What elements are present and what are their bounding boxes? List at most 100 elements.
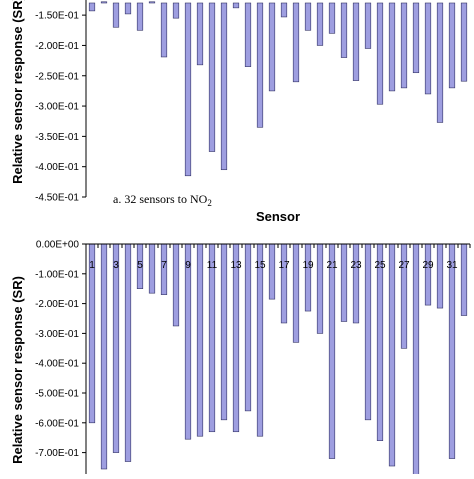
top-bar-sensor-1 (88, 2, 96, 12)
bottom-x-tick-label: 31 (446, 260, 458, 271)
bottom-bar-sensor-20 (316, 243, 324, 334)
top-bar-sensor-2 (100, 1, 108, 4)
bottom-bar-sensor-9 (184, 243, 192, 440)
bottom-bar-sensor-32 (460, 243, 468, 316)
top-bar-sensor-26 (388, 2, 396, 92)
bottom-y-tick-label: -7.00E-01 (35, 448, 79, 459)
bottom-bar-sensor-16 (268, 243, 276, 300)
bottom-bar-sensor-29 (424, 243, 432, 306)
top-bar-sensor-25 (376, 2, 384, 105)
top-bar-sensor-3 (112, 2, 120, 28)
bottom-bar-sensor-6 (148, 243, 156, 294)
top-chart-caption: a. 32 sensors to NO2 (113, 192, 212, 208)
bottom-bar-sensor-18 (292, 243, 300, 343)
bottom-bar-sensor-23 (352, 243, 360, 324)
top-bar-sensor-12 (220, 2, 228, 171)
top-y-tick-label: -1.50E-01 (35, 11, 79, 22)
bottom-y-axis-label: Relative sensor response (SR) (10, 276, 25, 464)
bottom-bar-sensor-3 (112, 243, 120, 453)
bottom-x-tick-label: 27 (398, 260, 410, 271)
bottom-bar-sensor-21 (328, 243, 336, 459)
top-y-tick-label: -4.50E-01 (35, 193, 79, 204)
bottom-x-tick-label: 17 (278, 260, 290, 271)
top-bar-sensor-5 (136, 2, 144, 31)
bottom-y-tick-label: -4.00E-01 (35, 359, 79, 370)
top-bar-sensor-7 (160, 2, 168, 58)
top-x-axis-label: Sensor (256, 209, 300, 224)
top-bar-sensor-13 (232, 2, 240, 9)
bottom-bar-sensor-15 (256, 243, 264, 437)
bottom-y-tick-label: -2.00E-01 (35, 299, 79, 310)
top-y-tick-label: -2.50E-01 (35, 71, 79, 82)
bottom-bar-sensor-2 (100, 243, 108, 470)
bottom-x-tick-label: 25 (374, 260, 386, 271)
top-bar-sensor-19 (304, 2, 312, 31)
bottom-bar-sensor-4 (124, 243, 132, 462)
top-bar-sensor-27 (400, 2, 408, 89)
bottom-chart: 1 3 5 7 9 11 13 15 17 19 21 23 25 27 29 310.00E+00-1.00… (10, 240, 471, 477)
bottom-y-tick-label: 0.00E+00 (36, 240, 80, 251)
bottom-bar-sensor-17 (280, 243, 288, 324)
bottom-bar-sensor-28 (412, 243, 420, 477)
top-bar-sensor-30 (436, 2, 444, 123)
top-bar-sensor-10 (196, 2, 204, 66)
bottom-bar-sensor-14 (244, 243, 252, 412)
top-y-tick-label: -4.00E-01 (35, 162, 79, 173)
top-chart-caption-main: a. 32 sensors to NO (113, 192, 208, 206)
bottom-x-tick-label: 23 (350, 260, 362, 271)
top-y-tick-label: -3.50E-01 (35, 132, 79, 143)
top-bar-sensor-20 (316, 2, 324, 46)
bottom-bar-sensor-13 (232, 243, 240, 433)
bottom-bar-sensor-12 (220, 243, 228, 421)
top-bar-sensor-15 (256, 2, 264, 128)
top-chart: -1.50E-01 -2.00E-01 -2.50E-01 -3.00E-01 -3.5… (10, 0, 468, 224)
bottom-bar-sensor-26 (388, 243, 396, 467)
bottom-bar-sensor-24 (364, 243, 372, 421)
top-bar-sensor-21 (328, 2, 336, 34)
top-bar-sensor-24 (364, 2, 372, 49)
top-chart-caption-subscript: 2 (207, 198, 212, 208)
bottom-bar-sensor-25 (376, 243, 384, 441)
top-bar-sensor-9 (184, 2, 192, 177)
bottom-bar-sensor-19 (304, 243, 312, 312)
top-bar-sensor-8 (172, 2, 180, 19)
top-bar-sensor-17 (280, 2, 288, 18)
bottom-x-tick-label: 21 (326, 260, 338, 271)
bottom-y-tick-label: -1.00E-01 (35, 269, 79, 280)
top-y-axis-label: Relative sensor response (SR) (10, 0, 25, 184)
bottom-x-tick-label: 3 (113, 260, 119, 271)
top-y-tick-label: -2.00E-01 (35, 41, 79, 52)
top-y-tick-label: -3.00E-01 (35, 102, 79, 113)
top-bar-sensor-23 (352, 2, 360, 81)
bottom-y-tick-label: -3.00E-01 (35, 329, 79, 340)
bottom-x-tick-label: 5 (137, 260, 143, 271)
bottom-bar-sensor-22 (340, 243, 348, 322)
bottom-y-tick-label: -5.00E-01 (35, 389, 79, 400)
bottom-x-tick-label: 1 (89, 260, 95, 271)
bottom-bar-sensor-30 (436, 243, 444, 309)
top-bar-sensor-16 (268, 2, 276, 92)
top-bar-sensor-29 (424, 2, 432, 95)
bottom-x-tick-label: 7 (161, 260, 167, 271)
bottom-bar-sensor-11 (208, 243, 216, 433)
bottom-x-tick-label: 13 (230, 260, 242, 271)
top-bar-sensor-6 (148, 1, 156, 4)
bottom-x-tick-label: 9 (185, 260, 191, 271)
bottom-bar-sensor-31 (448, 243, 456, 459)
bottom-y-tick-label: -6.00E-01 (35, 418, 79, 429)
top-bar-sensor-11 (208, 2, 216, 152)
bottom-x-tick-label: 29 (422, 260, 434, 271)
bottom-x-tick-label: 15 (254, 260, 266, 271)
top-bar-sensor-32 (460, 2, 468, 82)
top-bar-sensor-14 (244, 2, 252, 67)
top-bar-sensor-31 (448, 2, 456, 89)
top-bar-sensor-4 (124, 2, 132, 15)
top-bar-sensor-18 (292, 2, 300, 83)
bottom-bar-sensor-8 (172, 243, 180, 327)
top-bar-sensor-28 (412, 2, 420, 74)
bottom-x-tick-label: 11 (207, 260, 218, 271)
bottom-bar-sensor-10 (196, 243, 204, 437)
bottom-x-tick-label: 19 (302, 260, 314, 271)
